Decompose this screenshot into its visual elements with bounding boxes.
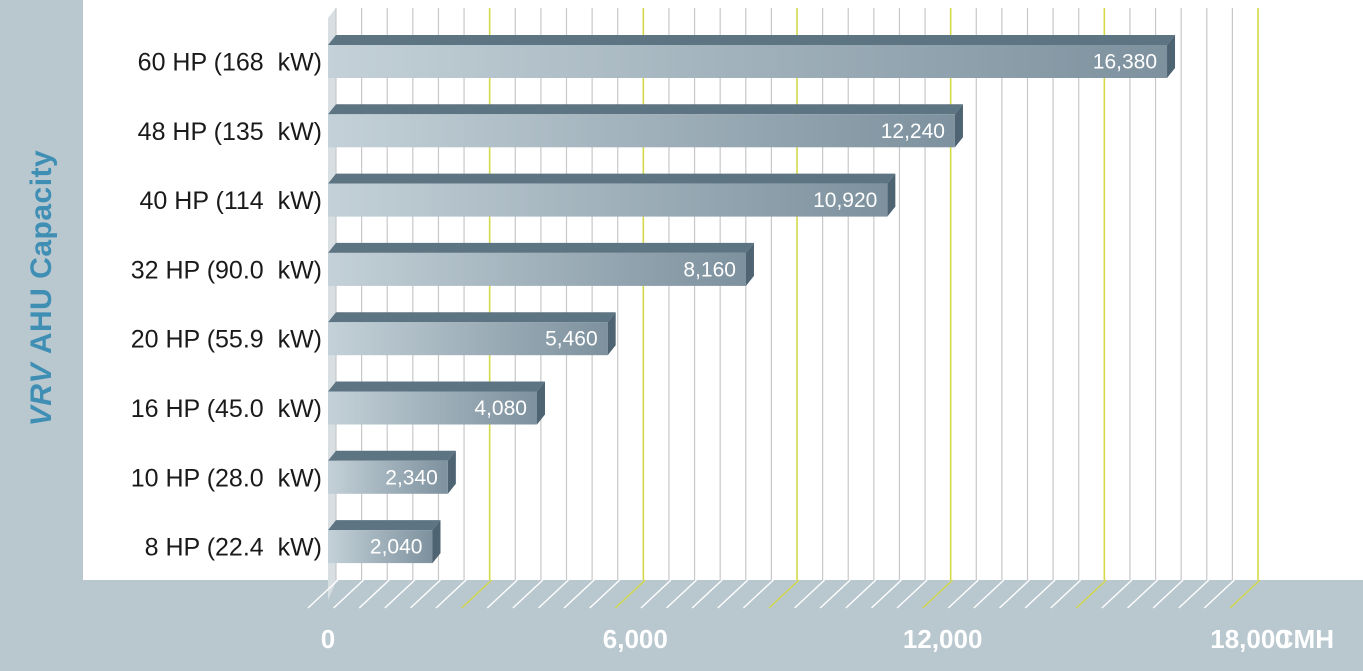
bar-front — [328, 391, 537, 425]
floor-gridline — [589, 579, 621, 609]
floor-gridline — [794, 579, 826, 609]
bar-top-face — [328, 104, 963, 115]
floor-gridline — [563, 579, 595, 609]
floor-gridline — [333, 579, 365, 609]
bar-end-face — [745, 242, 754, 286]
bar-end-face — [954, 104, 963, 148]
floor-gridline — [896, 579, 928, 609]
bar-top-face — [328, 35, 1176, 45]
floor-gridline — [768, 579, 800, 609]
x-tick-label: 18,000 — [1210, 624, 1290, 654]
bar-end-face — [887, 173, 896, 217]
category-label: 10 HP (28.0 kW) — [131, 464, 322, 492]
floor-gridline — [307, 579, 339, 609]
bar-front — [328, 183, 888, 217]
bar-end-face — [447, 450, 456, 494]
bar-top-face — [328, 450, 456, 461]
floor-gridline — [1024, 579, 1056, 609]
category-label: 16 HP (45.0 kW) — [131, 395, 322, 423]
left-band — [0, 0, 83, 583]
category-label: 20 HP (55.9 kW) — [131, 326, 322, 354]
floor-gridline — [973, 579, 1005, 609]
floor-gridline — [1229, 579, 1261, 609]
floor-gridline — [666, 579, 698, 609]
plot-left-wall — [328, 8, 336, 600]
category-label: 48 HP (135 kW) — [138, 118, 322, 146]
floor-gridline — [691, 579, 723, 609]
floor-gridline — [999, 579, 1030, 609]
bar-front — [328, 530, 433, 564]
floor-gridline — [819, 579, 851, 609]
floor-gridline — [717, 579, 749, 609]
floor-gridline — [1203, 579, 1235, 609]
floor-gridline — [922, 579, 954, 609]
bar-2 — [328, 173, 896, 217]
grid-layer — [307, 8, 1262, 610]
bar-value-label: 8,160 — [683, 258, 736, 281]
floor-gridline — [461, 579, 493, 609]
bar-7 — [328, 520, 441, 564]
plot-back-wall — [336, 8, 1262, 580]
floor-gridline — [1127, 579, 1159, 609]
bar-end-face — [536, 381, 545, 425]
floor-gridline — [614, 579, 646, 609]
bar-top-face — [328, 312, 616, 323]
bar-top-face — [328, 520, 441, 531]
bar-front — [328, 252, 746, 286]
category-label: 32 HP (90.0 kW) — [131, 256, 322, 284]
floor-gridline — [358, 579, 390, 609]
bar-value-label: 2,340 — [385, 466, 438, 489]
bars-layer — [328, 35, 1176, 564]
floor-gridline — [845, 579, 877, 609]
x-tick-label: 12,000 — [903, 624, 983, 654]
bar-3 — [328, 242, 754, 286]
floor-gridline — [1178, 579, 1210, 609]
floor-gridline — [1152, 579, 1184, 609]
floor-gridline — [947, 579, 979, 609]
floor-gridline — [1050, 579, 1082, 609]
bar-value-label: 2,040 — [370, 536, 423, 559]
bar-4 — [328, 312, 616, 356]
bar-0 — [328, 35, 1176, 78]
bar-1 — [328, 104, 963, 148]
floor-gridline — [1075, 579, 1107, 609]
bar-value-label: 10,920 — [813, 189, 877, 212]
bar-front — [328, 114, 955, 148]
x-tick-label: 0 — [321, 624, 335, 654]
bar-value-label: 4,080 — [474, 397, 527, 420]
floor-gridline — [538, 579, 569, 609]
floor-gridline — [870, 579, 902, 609]
bar-end-face — [607, 312, 616, 356]
x-axis-unit: CMH — [1275, 624, 1334, 654]
bar-5 — [328, 381, 545, 425]
bar-front — [328, 45, 1168, 78]
floor-gridline — [384, 579, 416, 609]
bar-value-label: 12,240 — [881, 120, 945, 143]
floor-gridline — [742, 579, 774, 609]
bar-end-face — [432, 520, 441, 564]
floor-gridline — [486, 579, 518, 609]
bar-front — [328, 322, 608, 356]
bar-front — [328, 460, 448, 494]
floor-gridline — [435, 579, 467, 609]
floor-gridline — [640, 579, 672, 609]
x-tick-label: 6,000 — [603, 624, 668, 654]
category-label: 60 HP (168 kW) — [138, 49, 322, 77]
bar-top-face — [328, 242, 754, 253]
bar-value-label: 5,460 — [545, 328, 598, 351]
bar-6 — [328, 450, 456, 494]
bar-end-face — [1167, 35, 1176, 78]
floor-gridline — [512, 579, 544, 609]
labels-layer: 16,380 60 HP (168 kW) 12,240 48 HP (135 kW)… — [131, 49, 1334, 655]
bar-top-face — [328, 173, 896, 184]
category-label: 40 HP (114 kW) — [140, 187, 322, 215]
bar-top-face — [328, 381, 545, 392]
floor-gridline — [1101, 579, 1133, 609]
category-label: 8 HP (22.4 kW) — [145, 534, 322, 562]
floor-gridline — [409, 579, 441, 609]
bar-value-label: 16,380 — [1093, 51, 1157, 74]
